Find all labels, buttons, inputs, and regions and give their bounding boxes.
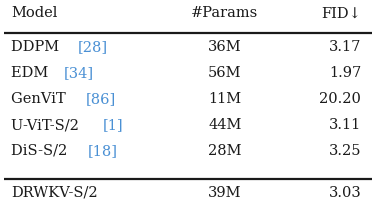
Text: 20.20: 20.20: [319, 92, 361, 106]
Text: 3.03: 3.03: [328, 186, 361, 200]
Text: [34]: [34]: [64, 66, 94, 80]
Text: [1]: [1]: [103, 118, 123, 132]
Text: 36M: 36M: [208, 41, 242, 54]
Text: 3.17: 3.17: [329, 41, 361, 54]
Text: DRWKV-S/2: DRWKV-S/2: [11, 186, 98, 200]
Text: 11M: 11M: [208, 92, 241, 106]
Text: 28M: 28M: [208, 144, 242, 158]
Text: #Params: #Params: [191, 6, 258, 20]
Text: DiS-S/2: DiS-S/2: [11, 144, 72, 158]
Text: [86]: [86]: [86, 92, 117, 106]
Text: U-ViT-S/2: U-ViT-S/2: [11, 118, 83, 132]
Text: [28]: [28]: [78, 41, 108, 54]
Text: 3.25: 3.25: [329, 144, 361, 158]
Text: FID↓: FID↓: [321, 6, 361, 20]
Text: GenViT: GenViT: [11, 92, 71, 106]
Text: EDM: EDM: [11, 66, 53, 80]
Text: Model: Model: [11, 6, 58, 20]
Text: 56M: 56M: [208, 66, 242, 80]
Text: 3.11: 3.11: [329, 118, 361, 132]
Text: 1.97: 1.97: [329, 66, 361, 80]
Text: [18]: [18]: [88, 144, 118, 158]
Text: DDPM: DDPM: [11, 41, 64, 54]
Text: 44M: 44M: [208, 118, 241, 132]
Text: 39M: 39M: [208, 186, 242, 200]
